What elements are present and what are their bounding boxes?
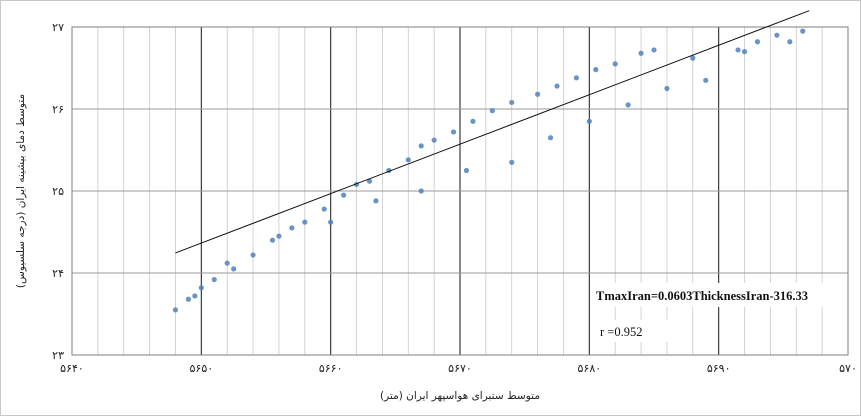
data-point [432,138,437,143]
x-tick-label: ۵۷۰ [839,362,857,375]
data-point [735,47,740,52]
y-tick-label: ۲۶ [52,103,64,116]
data-point [613,61,618,66]
x-tick-label: ۵۶۶۰ [319,362,343,375]
data-point [173,307,178,312]
data-point [212,277,217,282]
data-point [509,160,514,165]
data-point [787,39,792,44]
x-tick-label: ۵۶۷۰ [448,362,472,375]
y-tick-label: ۲۴ [52,267,64,280]
data-point [186,297,191,302]
data-point [470,119,475,124]
y-tick-label: ۲۵ [52,185,64,198]
data-point [192,293,197,298]
data-point [774,33,779,38]
y-tick-label: ۲۳ [52,349,64,362]
data-point [451,129,456,134]
x-tick-label: ۵۶۴۰ [60,362,84,375]
data-point [373,198,378,203]
data-point [626,102,631,107]
r-value-annotation: r =0.952 [600,325,642,339]
data-point [289,225,294,230]
equation-annotation: TmaxIran=0.0603ThicknessIran-316.33 [596,289,808,303]
data-point [302,220,307,225]
data-point [341,193,346,198]
data-point [651,47,656,52]
data-point [419,188,424,193]
data-point [593,67,598,72]
x-tick-label: ۵۶۸۰ [578,362,602,375]
data-point [535,92,540,97]
data-point [755,39,760,44]
data-point [703,78,708,83]
data-point [548,135,553,140]
data-point [509,100,514,105]
data-point [270,238,275,243]
data-point [638,51,643,56]
data-point [587,119,592,124]
data-point [250,252,255,257]
data-point [199,285,204,290]
data-point [231,266,236,271]
data-point [554,83,559,88]
data-point [742,49,747,54]
data-point [328,220,333,225]
y-tick-label: ۲۷ [52,21,64,34]
data-point [406,157,411,162]
y-axis-title: متوسط دمای بیشینه ایران (درجه سلسیوس) [15,94,27,288]
x-axis-title: متوسط ستبرای هواسپهر ایران (متر) [380,390,540,402]
data-point [419,143,424,148]
x-tick-label: ۵۶۵۰ [190,362,214,375]
data-point [800,29,805,34]
data-point [322,206,327,211]
data-point [276,234,281,239]
data-point [574,75,579,80]
data-point [664,86,669,91]
data-point [225,261,230,266]
data-point [490,108,495,113]
data-point [464,168,469,173]
x-tick-label: ۵۶۹۰ [707,362,731,375]
